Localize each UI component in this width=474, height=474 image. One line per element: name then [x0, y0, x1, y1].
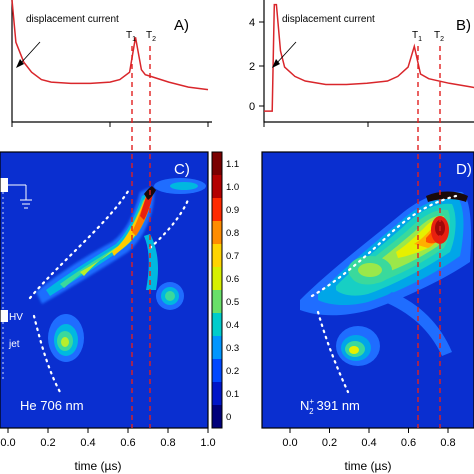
- panel-a-label: A): [174, 17, 189, 34]
- panel-d-species: N+ 2 391 nm: [300, 397, 360, 416]
- panel-c-setup-electrode-top: [0, 178, 8, 192]
- colorbar-tick-label: 0.6: [226, 274, 239, 285]
- panel-c-x-tick-label: 0.2: [40, 437, 55, 449]
- panel-c-x-tick-label: 0.0: [0, 437, 15, 449]
- panel-d-x-ticks: 0.0 0.2 0.4 0.6 0.8: [282, 428, 456, 449]
- panel-a-annotation: displacement current: [26, 14, 119, 25]
- panel-b-annotation: displacement current: [282, 14, 375, 25]
- panel-c-outline-right: [148, 198, 190, 250]
- colorbar-swatch: [212, 198, 222, 222]
- colorbar-swatch: [212, 244, 222, 268]
- colorbar-swatch: [212, 405, 222, 429]
- panel-c-setup-electrode-hv: [0, 310, 8, 322]
- panel-c-label: C): [174, 161, 190, 178]
- panel-c-outline-lower: [32, 314, 62, 394]
- panel-d-label: D): [456, 161, 472, 178]
- colorbar-swatch: [212, 221, 222, 245]
- colorbar-swatch: [212, 359, 222, 383]
- colorbar-tick-label: 0.3: [226, 343, 239, 354]
- panel-b-arrowhead: [272, 59, 280, 68]
- colorbar-swatch: [212, 336, 222, 360]
- colorbar-tick-label: 0.1: [226, 389, 239, 400]
- colorbar-tick-label: 0.4: [226, 320, 239, 331]
- colorbar-tick-label: 0.9: [226, 205, 239, 216]
- marker-guides: [131, 46, 441, 428]
- panel-c-x-tick-label: 0.4: [80, 437, 95, 449]
- panel-b-marker-t1: T1: [412, 30, 422, 43]
- panel-d-outline-lower: [316, 310, 350, 394]
- panel-b-ytick-0: 0: [249, 101, 255, 113]
- panel-d-contours: [300, 191, 472, 366]
- panel-b-current-trace: 0 2 4 B) displacement current T1 T2: [249, 0, 474, 127]
- panel-d-heatmap: D) N+ 2 391 nm 0.0 0.2 0.4 0.6 0.8: [261, 151, 474, 449]
- colorbar-swatch: [212, 382, 222, 406]
- panel-c-outline-upper: [28, 186, 132, 300]
- panel-c-species: He 706 nm: [20, 398, 84, 413]
- colorbar-swatch: [212, 152, 222, 176]
- panel-a-current-trace: A) displacement current T1 T2: [11, 0, 212, 127]
- panel-a-marker-t2: T2: [146, 30, 156, 43]
- panel-c-hv-label: HV: [9, 312, 23, 323]
- colorbar-swatch: [212, 313, 222, 337]
- colorbar-swatch: [212, 290, 222, 314]
- panel-d-x-tick-label: 0.4: [361, 437, 376, 449]
- panel-b-ytick-2: 2: [249, 61, 255, 73]
- panel-c-xlabel: time (µs): [75, 459, 122, 473]
- panel-b-ytick-4: 4: [249, 17, 255, 29]
- panel-c-x-tick-label: 0.8: [160, 437, 175, 449]
- panel-a-marker-t1: T1: [126, 30, 136, 43]
- panel-d-x-tick-label: 0.8: [440, 437, 455, 449]
- panel-d-x-tick-label: 0.6: [401, 437, 416, 449]
- panel-b-annotation-arrow: [275, 41, 297, 65]
- colorbar-swatch: [212, 175, 222, 199]
- panel-d-xlabel: time (µs): [345, 459, 392, 473]
- panel-a-annotation-arrow: [19, 41, 41, 65]
- colorbar-tick-label: 0.2: [226, 366, 239, 377]
- panel-c-contours: [0, 178, 206, 380]
- panel-c-x-tick-label: 0.6: [120, 437, 135, 449]
- panel-b-current-line: [264, 3, 474, 112]
- colorbar: 1.1 1.0 0.9 0.8 0.7 0.6 0.5 0.4 0.3 0.2 0.1 0: [211, 151, 239, 429]
- panel-d-x-tick-label: 0.0: [282, 437, 297, 449]
- colorbar-tick-label: 1.0: [226, 182, 239, 193]
- panel-d-x-tick-label: 0.2: [322, 437, 337, 449]
- colorbar-tick-label: 0.7: [226, 251, 239, 262]
- panel-d-frame: [261, 151, 474, 429]
- panel-c-x-ticks: 0.0 0.2 0.4 0.6 0.8 1.0: [0, 428, 216, 449]
- panel-a-arrowhead: [16, 59, 24, 68]
- colorbar-tick-label: 0.8: [226, 228, 239, 239]
- panel-a-current-line: [11, 0, 209, 91]
- panel-b-label: B): [456, 17, 471, 34]
- colorbar-tick-label: 1.1: [226, 159, 239, 170]
- colorbar-tick-label: 0.5: [226, 297, 239, 308]
- colorbar-tick-label: 0: [226, 412, 231, 423]
- panel-b-marker-t2: T2: [434, 30, 444, 43]
- panel-c-x-tick-label: 1.0: [200, 437, 215, 449]
- panel-c-heatmap: HV jet C) He 706 nm 0.0 0.2 0.4 0.6 0.8 1.0: [0, 151, 216, 449]
- panel-c-frame: [0, 151, 209, 429]
- colorbar-swatch: [212, 267, 222, 291]
- panel-c-jet-label: jet: [8, 339, 20, 350]
